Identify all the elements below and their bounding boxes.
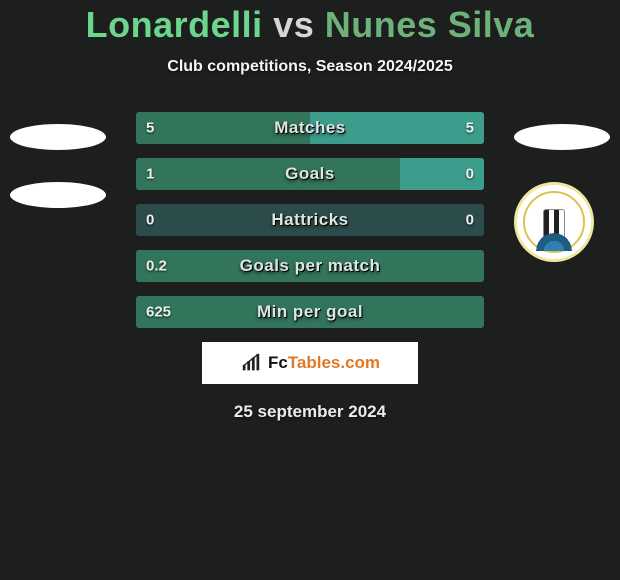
- bar-row: 1 0 Goals: [136, 158, 484, 190]
- bar-value-left: 0.2: [146, 258, 167, 275]
- bar-value-right: 0: [466, 166, 474, 183]
- comparison-chart: 5 5 Matches 1 0 Goals 0 0 Hattricks 0.2 Goals per …: [136, 112, 484, 328]
- bar-row: 0.2 Goals per match: [136, 250, 484, 282]
- placeholder-icon: [10, 124, 106, 150]
- brand-box: FcTables.com: [202, 342, 418, 384]
- brand-text: FcTables.com: [268, 353, 380, 373]
- chart-icon: [240, 352, 262, 374]
- bar-value-left: 625: [146, 304, 171, 321]
- club-crest-icon: [514, 182, 594, 262]
- right-badge-column: [514, 124, 610, 262]
- bar-metric-label: Min per goal: [257, 302, 363, 322]
- placeholder-icon: [10, 182, 106, 208]
- left-badge-column: [10, 124, 106, 208]
- bar-fill-left: [136, 158, 400, 190]
- bar-value-right: 0: [466, 212, 474, 229]
- bar-metric-label: Matches: [274, 118, 346, 138]
- brand-prefix: Fc: [268, 353, 288, 372]
- bar-value-left: 5: [146, 120, 154, 137]
- bar-row: 0 0 Hattricks: [136, 204, 484, 236]
- placeholder-icon: [514, 124, 610, 150]
- player2-name: Nunes Silva: [325, 4, 535, 45]
- bar-value-left: 0: [146, 212, 154, 229]
- bar-row: 5 5 Matches: [136, 112, 484, 144]
- subtitle: Club competitions, Season 2024/2025: [0, 58, 620, 76]
- page-title: Lonardelli vs Nunes Silva: [0, 0, 620, 46]
- player1-name: Lonardelli: [86, 4, 263, 45]
- vs-label: vs: [273, 4, 314, 45]
- bar-value-right: 5: [466, 120, 474, 137]
- bar-metric-label: Goals per match: [240, 256, 381, 276]
- bar-metric-label: Goals: [285, 164, 335, 184]
- bar-metric-label: Hattricks: [271, 210, 348, 230]
- brand-suffix: Tables.com: [288, 353, 380, 372]
- date-label: 25 september 2024: [0, 402, 620, 422]
- bar-value-left: 1: [146, 166, 154, 183]
- bar-row: 625 Min per goal: [136, 296, 484, 328]
